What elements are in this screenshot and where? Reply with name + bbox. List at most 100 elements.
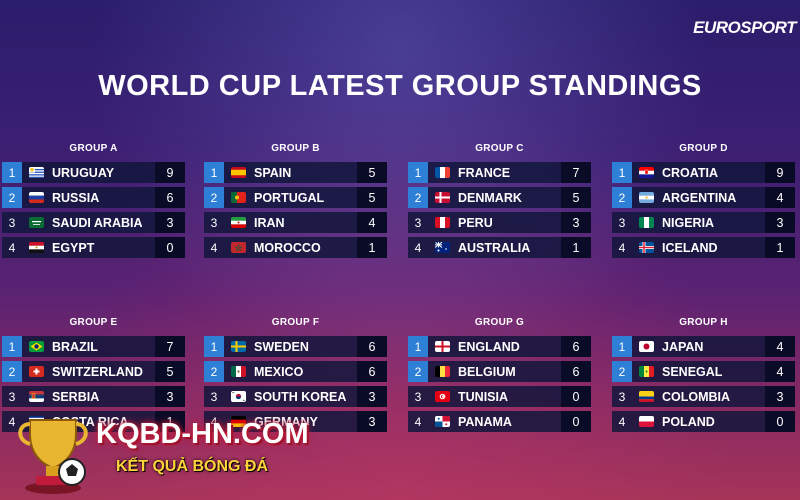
points-cell: 0: [561, 411, 591, 432]
standing-row: 4 PANAMA 0: [408, 411, 591, 432]
standing-row: 2 MEXICO 6: [204, 361, 387, 382]
standing-row: 3 SOUTH KOREA 3: [204, 386, 387, 407]
team-name: ICELAND: [662, 240, 718, 255]
rank-cell: 3: [414, 389, 422, 404]
rank-cell: 2: [612, 187, 632, 208]
points-cell: 4: [765, 187, 795, 208]
group-title: GROUP G: [474, 317, 525, 328]
team-name: SERBIA: [52, 389, 100, 404]
australia-flag-icon: [435, 242, 450, 253]
mexico-flag-icon: [231, 366, 246, 377]
team-name: PANAMA: [458, 414, 512, 429]
brazil-flag-icon: [29, 341, 44, 352]
standing-row: 1 JAPAN 4: [612, 336, 795, 357]
argentina-flag-icon: [639, 192, 654, 203]
kqbd-watermark: KQBD-HN.COM KẾT QUẢ BÓNG ĐÁ: [8, 408, 328, 498]
standing-row: 3 PERU 3: [408, 212, 591, 233]
egypt-flag-icon: [29, 242, 44, 253]
rank-cell: 2: [408, 187, 428, 208]
points-cell: 3: [155, 212, 185, 233]
team-name: SOUTH KOREA: [254, 389, 347, 404]
rank-cell: 3: [210, 389, 218, 404]
standing-row: 2 ARGENTINA 4: [612, 187, 795, 208]
standing-row: 3 NIGERIA 3: [612, 212, 795, 233]
team-name: TUNISIA: [458, 389, 508, 404]
rank-cell: 1: [2, 336, 22, 357]
team-name: MOROCCO: [254, 240, 321, 255]
team-name: SENEGAL: [662, 364, 723, 379]
rank-cell: 4: [414, 414, 422, 429]
rank-cell: 4: [414, 240, 422, 255]
points-cell: 4: [357, 212, 387, 233]
group-h: GROUP H 1 JAPAN 4 2 SENEGAL 4 3 COLOMBIA 3 4 POLAND…: [612, 317, 795, 436]
points-cell: 6: [155, 187, 185, 208]
group-a: GROUP A 1 URUGUAY 9 2 RUSSIA 6 3 SAUDI ARABIA 3 4 E…: [2, 143, 185, 262]
rank-cell: 1: [2, 162, 22, 183]
iran-flag-icon: [231, 217, 246, 228]
rank-cell: 3: [8, 389, 16, 404]
rank-cell: 2: [408, 361, 428, 382]
standing-row: 3 IRAN 4: [204, 212, 387, 233]
rank-cell: 3: [414, 215, 422, 230]
russia-flag-icon: [29, 192, 44, 203]
points-cell: 7: [155, 336, 185, 357]
standing-row: 2 PORTUGAL 5: [204, 187, 387, 208]
rank-cell: 1: [408, 162, 428, 183]
points-cell: 1: [561, 237, 591, 258]
team-name: JAPAN: [662, 339, 704, 354]
standing-row: 2 SWITZERLAND 5: [2, 361, 185, 382]
standing-row: 2 BELGIUM 6: [408, 361, 591, 382]
standing-row: 4 GERMANY 3: [204, 411, 387, 432]
team-name: CROATIA: [662, 165, 719, 180]
team-name: PORTUGAL: [254, 190, 325, 205]
morocco-flag-icon: [231, 242, 246, 253]
team-name: ARGENTINA: [662, 190, 737, 205]
team-name: GERMANY: [254, 414, 318, 429]
england-flag-icon: [435, 341, 450, 352]
team-name: EGYPT: [52, 240, 95, 255]
group-f: GROUP F 1 SWEDEN 6 2 MEXICO 6 3 SOUTH KOREA 3 4 GER…: [204, 317, 387, 436]
points-cell: 0: [561, 386, 591, 407]
rank-cell: 4: [8, 240, 16, 255]
eurosport-logo: EUROSPORT: [693, 18, 796, 37]
group-title: GROUP H: [679, 317, 728, 328]
points-cell: 3: [155, 386, 185, 407]
standing-row: 1 CROATIA 9: [612, 162, 795, 183]
team-name: BELGIUM: [458, 364, 516, 379]
points-cell: 3: [765, 212, 795, 233]
points-cell: 4: [765, 336, 795, 357]
team-name: NIGERIA: [662, 215, 715, 230]
points-cell: 0: [765, 411, 795, 432]
uruguay-flag-icon: [29, 167, 44, 178]
standing-row: 3 SAUDI ARABIA 3: [2, 212, 185, 233]
peru-flag-icon: [435, 217, 450, 228]
points-cell: 6: [561, 336, 591, 357]
group-title: GROUP F: [271, 317, 320, 328]
germany-flag-icon: [231, 416, 246, 427]
points-cell: 5: [357, 162, 387, 183]
team-name: MEXICO: [254, 364, 304, 379]
standing-row: 4 MOROCCO 1: [204, 237, 387, 258]
rank-cell: 3: [8, 215, 16, 230]
sweden-flag-icon: [231, 341, 246, 352]
standing-row: 1 FRANCE 7: [408, 162, 591, 183]
points-cell: 3: [357, 411, 387, 432]
rank-cell: 1: [408, 336, 428, 357]
rank-cell: 1: [204, 336, 224, 357]
rank-cell: 2: [204, 187, 224, 208]
standing-row: 1 BRAZIL 7: [2, 336, 185, 357]
points-cell: 3: [765, 386, 795, 407]
rank-cell: 2: [2, 187, 22, 208]
team-name: RUSSIA: [52, 190, 100, 205]
rank-cell: 1: [612, 336, 632, 357]
team-name: FRANCE: [458, 165, 511, 180]
group-title: GROUP E: [69, 317, 118, 328]
page-title: WORLD CUP LATEST GROUP STANDINGS: [98, 70, 702, 102]
rank-cell: 2: [612, 361, 632, 382]
team-name: AUSTRALIA: [458, 240, 531, 255]
tunisia-flag-icon: [435, 391, 450, 402]
denmark-flag-icon: [435, 192, 450, 203]
rank-cell: 1: [204, 162, 224, 183]
rank-cell: 2: [2, 361, 22, 382]
colombia-flag-icon: [639, 391, 654, 402]
